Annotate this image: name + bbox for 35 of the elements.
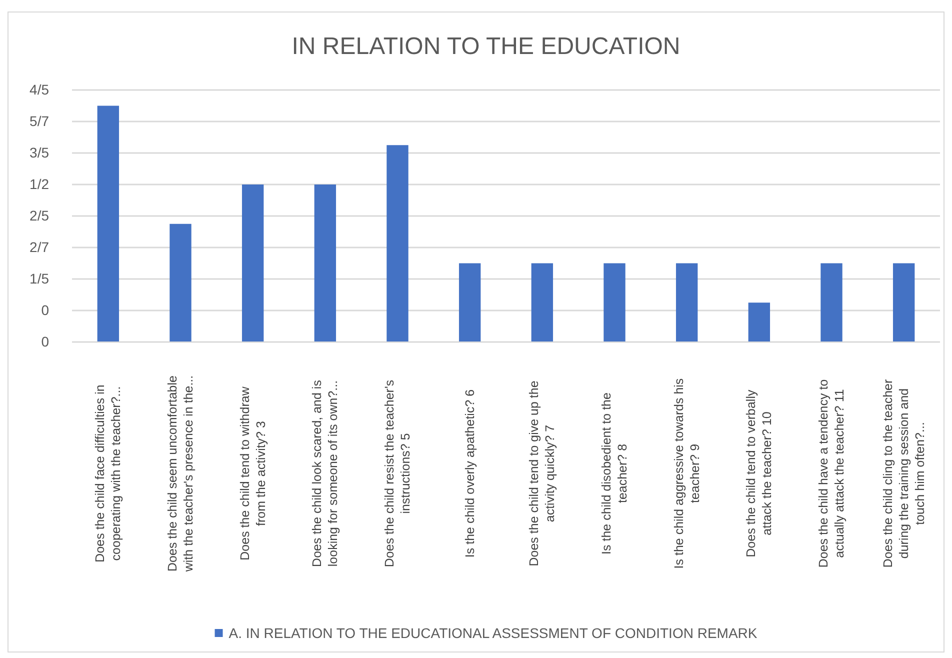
x-tick-label: Does the child tend to withdraw from the activity? 3: [238, 386, 268, 560]
bar: [604, 263, 626, 342]
y-tick-label: 3/5: [30, 144, 50, 160]
x-tick-label: Does the child have a tendency to actually attack the teacher? 11: [816, 379, 846, 568]
y-tick-label: 2/5: [30, 207, 50, 224]
bar: [676, 263, 698, 342]
y-tick-label: 1/5: [30, 270, 50, 286]
x-tick-label: Does the child tend to verbally attack the teacher? 10: [744, 389, 774, 558]
y-tick-label: 1/2: [30, 176, 50, 192]
x-tick-label: Does the child cling to the teacher during the training session and touch him often?...: [880, 379, 927, 568]
bar: [820, 263, 842, 342]
bar: [314, 184, 336, 342]
bar: [748, 302, 770, 342]
bar: [97, 106, 120, 342]
bar: [531, 263, 554, 342]
bar: [386, 145, 408, 342]
x-tick-label: Does the child resist the teacher's instructions? 5: [382, 380, 412, 568]
chart-title: IN RELATION TO THE EDUCATION: [292, 33, 680, 60]
y-tick-label: 2/7: [30, 238, 50, 255]
x-tick-label: Is the child disobedient to the teacher? 8: [600, 392, 630, 554]
bar: [242, 184, 264, 342]
bar: [170, 224, 192, 342]
bar: [892, 263, 915, 342]
x-tick-label: Is the child overly apathetic? 6: [462, 389, 477, 558]
y-tick-label: 4/5: [30, 81, 50, 98]
bar: [458, 263, 481, 342]
legend-label: A. IN RELATION TO THE EDUCATIONAL ASSESSMENT OF CONDITION REMARK: [228, 625, 758, 641]
x-tick-label: Is the child aggressive towards his teacher? 9: [672, 378, 702, 569]
y-tick-label: 5/7: [30, 112, 50, 129]
x-tick-label: Does the child seem uncomfortable with the teacher's presence in the...: [166, 375, 196, 573]
y-tick-label: 0: [41, 302, 50, 318]
x-tick-label: Does the child tend to give up the activity quickly? 7: [527, 380, 558, 566]
y-tick-label: 0: [41, 333, 50, 350]
x-tick-label: Does the child look scared, and is looking for someone of its own?...: [310, 380, 340, 567]
x-tick-label: Does the child face difficulties in cooperating with the teacher?...: [93, 384, 124, 562]
